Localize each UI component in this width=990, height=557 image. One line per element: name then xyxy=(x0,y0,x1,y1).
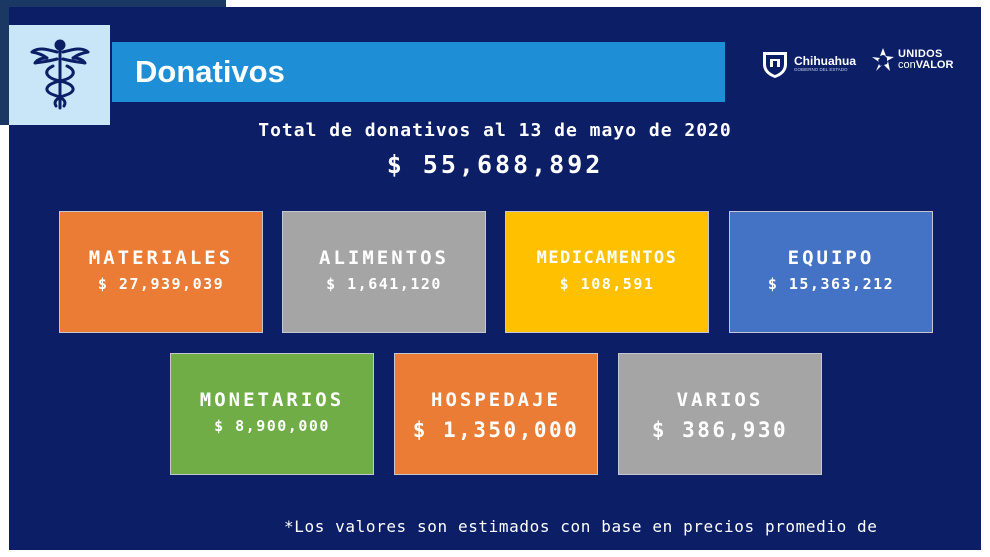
category-label: EQUIPO xyxy=(787,247,875,269)
category-value: $ 386,930 xyxy=(651,418,789,442)
category-value: $ 8,900,000 xyxy=(214,417,330,435)
bottom-margin xyxy=(0,550,990,557)
category-card-medicamentos: MEDICAMENTOS $ 108,591 xyxy=(505,211,709,333)
caduceus-icon xyxy=(30,39,89,110)
category-label: HOSPEDAJE xyxy=(431,389,561,411)
footnote: *Los valores son estimados con base en p… xyxy=(284,517,878,536)
unidos-con-valor-logo: UNIDOS conVALOR xyxy=(871,47,953,73)
unidos-logo-line2: conVALOR xyxy=(898,60,953,71)
category-value: $ 108,591 xyxy=(559,275,655,293)
top-accent-bar xyxy=(0,0,226,7)
chihuahua-logo-name: Chihuahua xyxy=(794,54,856,68)
category-value: $ 15,363,212 xyxy=(767,275,895,293)
category-card-equipo: EQUIPO $ 15,363,212 xyxy=(729,211,933,333)
category-label: ALIMENTOS xyxy=(319,247,449,269)
unidos-logo-con: con xyxy=(898,59,916,71)
category-card-varios: VARIOS $ 386,930 xyxy=(618,353,822,475)
unidos-logo-line1: UNIDOS xyxy=(898,48,943,60)
chihuahua-logo-subtitle: GOBIERNO DEL ESTADO xyxy=(794,67,848,72)
unidos-logo-valor: VALOR xyxy=(915,59,954,71)
total-heading: Total de donativos al 13 de mayo de 2020 xyxy=(258,120,732,141)
category-label: VARIOS xyxy=(676,389,764,411)
category-label: MATERIALES xyxy=(88,247,234,269)
state-shield-icon xyxy=(763,52,787,78)
category-label: MONETARIOS xyxy=(199,389,345,411)
unidos-star-icon xyxy=(872,48,894,71)
chihuahua-logo: Chihuahua GOBIERNO DEL ESTADO xyxy=(761,49,856,79)
icon-tile xyxy=(9,25,110,125)
category-card-alimentos: ALIMENTOS $ 1,641,120 xyxy=(282,211,486,333)
category-value: $ 27,939,039 xyxy=(97,275,225,293)
category-card-hospedaje: HOSPEDAJE $ 1,350,000 xyxy=(394,353,598,475)
category-card-materiales: MATERIALES $ 27,939,039 xyxy=(59,211,263,333)
title-banner xyxy=(112,42,725,102)
category-label: MEDICAMENTOS xyxy=(536,248,678,268)
page-title: Donativos xyxy=(135,54,285,89)
category-card-monetarios: MONETARIOS $ 8,900,000 xyxy=(170,353,374,475)
left-accent-bar xyxy=(0,7,9,125)
category-value: $ 1,350,000 xyxy=(412,418,580,442)
category-value: $ 1,641,120 xyxy=(326,275,442,293)
total-amount: $ 55,688,892 xyxy=(386,150,604,179)
